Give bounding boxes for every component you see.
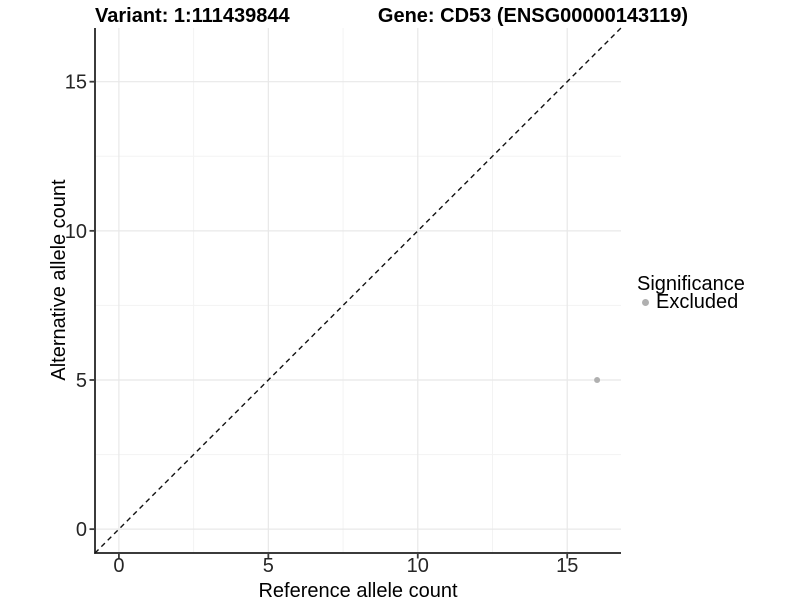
data-point xyxy=(594,376,601,383)
x-axis-title: Reference allele count xyxy=(258,580,458,600)
legend-point-icon xyxy=(642,298,649,306)
y-axis-title: Alternative allele count xyxy=(48,179,70,381)
variant-title: Variant: 1:111439844 xyxy=(95,5,290,27)
legend: Significance Excluded xyxy=(637,273,745,313)
y-tick-label: 15 xyxy=(65,72,87,94)
legend-title: Significance xyxy=(637,273,745,295)
identity-reference-line xyxy=(94,27,622,554)
y-tick-label: 10 xyxy=(65,221,87,243)
x-tick-label: 10 xyxy=(407,555,429,577)
x-tick-label: 5 xyxy=(263,555,274,577)
legend-item-label: Excluded xyxy=(656,291,739,313)
y-tick-label: 0 xyxy=(76,519,87,541)
y-tick-label: 5 xyxy=(76,370,87,392)
x-tick-label: 0 xyxy=(113,555,124,577)
gene-title: Gene: CD53 (ENSG00000143119) xyxy=(377,5,689,27)
x-tick-label: 15 xyxy=(556,555,578,577)
legend-item-excluded: Excluded xyxy=(637,291,745,313)
